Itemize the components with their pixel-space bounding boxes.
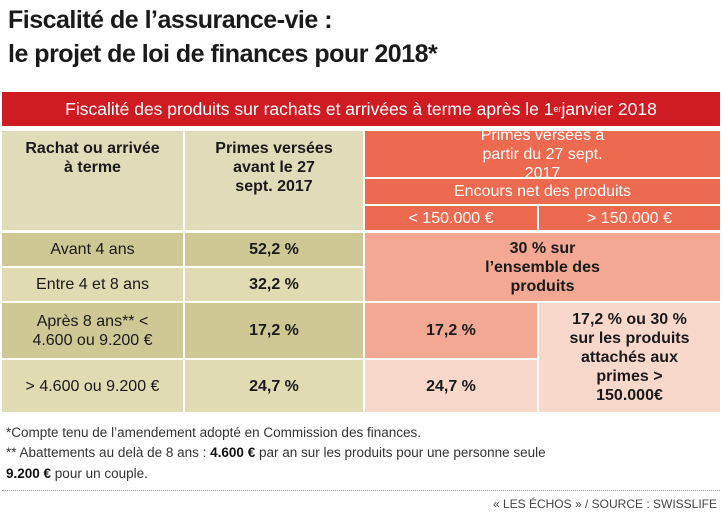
header-sub-left: < 150.000 € [365, 206, 537, 230]
footnote-2: ** Abattements au delà de 8 ans : 4.600 … [6, 445, 546, 460]
title-line2: le projet de loi de finances pour 2018* [8, 40, 438, 68]
footnote-2-amount: 4.600 € [210, 445, 256, 460]
row-value-before: 24,7 % [185, 360, 363, 412]
footnote-3-text: pour un couple. [51, 466, 148, 481]
merged-30-cell: 30 % sur l’ensemble des produits [365, 233, 720, 301]
header-sub-right: > 150.000 € [539, 206, 720, 230]
source-credit: « LES ÉCHOS » / SOURCE : SWISSLIFE [492, 497, 717, 511]
header-sub: Encours net des produits [365, 179, 720, 204]
title-line1: Fiscalité de l’assurance-vie : [8, 6, 333, 34]
header-col2: Primes versées avant le 27 sept. 2017 [185, 131, 363, 230]
row-value-after-low: 17,2 % [365, 303, 537, 358]
footnote-2-text-end: par an sur les produits pour une personn… [255, 445, 546, 460]
row-value-before: 52,2 % [185, 233, 363, 266]
divider [2, 490, 720, 491]
banner-text-end: janvier 2018 [561, 98, 657, 119]
row-label: Avant 4 ans [2, 233, 183, 266]
header-col1: Rachat ou arrivée à terme [2, 131, 183, 230]
banner: Fiscalité des produits sur rachats et ar… [2, 92, 720, 126]
row-label: Après 8 ans** < 4.600 ou 9.200 € [2, 303, 183, 358]
footnote-3: 9.200 € pour un couple. [6, 466, 148, 481]
footnote-3-amount: 9.200 € [6, 466, 52, 481]
banner-text: Fiscalité des produits sur rachats et ar… [65, 98, 554, 119]
header-col3: Primes versées à partir du 27 sept. 2017 [365, 127, 720, 182]
footnote-1: *Compte tenu de l’amendement adopté en C… [6, 425, 421, 440]
row-label: > 4.600 ou 9.200 € [2, 360, 183, 412]
banner-sup: er [553, 103, 562, 114]
row-value-before: 17,2 % [185, 303, 363, 358]
merged-high-cell: 17,2 % ou 30 % sur les produits attachés… [539, 303, 720, 412]
row-value-after-low: 24,7 % [365, 360, 537, 412]
row-value-before: 32,2 % [185, 268, 363, 301]
footnote-2-text: ** Abattements au delà de 8 ans : [6, 445, 211, 460]
row-label: Entre 4 et 8 ans [2, 268, 183, 301]
